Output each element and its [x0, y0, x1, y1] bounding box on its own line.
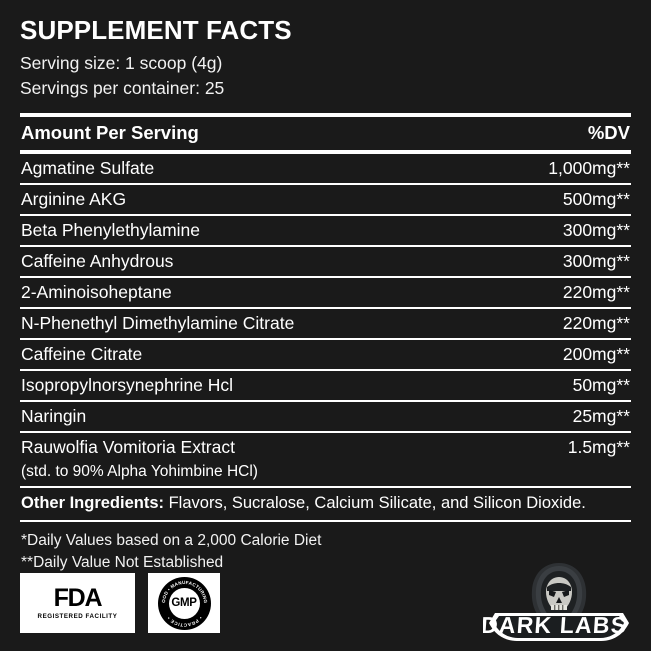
row-divider [20, 368, 631, 371]
serving-size-text: Serving size: 1 scoop (4g) [20, 53, 223, 74]
amount-per-serving-header: Amount Per Serving [21, 121, 199, 143]
table-row: Caffeine Citrate 200mg** [20, 340, 631, 369]
table-row: Arginine AKG 500mg** [20, 185, 631, 214]
table-row: Isopropylnorsynephrine Hcl 50mg** [20, 371, 631, 400]
other-ingredients-row: Other Ingredients: Flavors, Sucralose, C… [20, 488, 631, 520]
ingredient-name: 2-Aminoisoheptane [21, 281, 172, 302]
ingredient-amount: 50mg** [572, 374, 630, 395]
gmp-label: GMP [171, 597, 197, 609]
other-ingredients-top-rule [20, 485, 631, 488]
row-divider [20, 306, 631, 309]
ingredient-amount: 1,000mg** [548, 157, 630, 178]
fda-badge-subtitle: REGISTERED FACILITY [37, 613, 118, 620]
gmp-badge: GOOD • MANUFACTURING • • PRACTICE • GMP [148, 573, 220, 633]
servings-per-container-text: Servings per container: 25 [20, 77, 225, 98]
table-row: Naringin 25mg** [20, 402, 631, 431]
table-row: 2-Aminoisoheptane 220mg** [20, 278, 631, 307]
ingredient-name: Isopropylnorsynephrine Hcl [21, 374, 234, 395]
table-header-row: Amount Per Serving %DV [20, 117, 631, 150]
ingredient-name: N-Phenethyl Dimethylamine Citrate [21, 312, 295, 333]
ingredient-name: Beta Phenylethylamine [21, 219, 200, 240]
row-divider [20, 430, 631, 433]
ingredient-amount: 25mg** [572, 405, 630, 426]
row-divider [20, 275, 631, 278]
dv-header: %DV [587, 121, 630, 143]
ingredient-amount: 200mg** [562, 343, 630, 364]
footnotes-block: *Daily Values based on a 2,000 Calorie D… [20, 522, 631, 575]
page-title: SUPPLEMENT FACTS [20, 15, 292, 45]
ingredient-amount: 220mg** [562, 312, 630, 333]
row-divider [20, 213, 631, 216]
ingredient-amount: 220mg** [562, 281, 630, 302]
ingredient-name: Rauwolfia Vomitoria Extract [21, 436, 235, 457]
row-divider [20, 337, 631, 340]
other-ingredients-value: Flavors, Sucralose, Calcium Silicate, an… [164, 493, 586, 512]
brand-logo: DARK LABS [483, 557, 635, 645]
ingredient-name: Caffeine Anhydrous [21, 250, 174, 271]
ingredient-name: Arginine AKG [21, 188, 127, 209]
gmp-seal-icon: GOOD • MANUFACTURING • • PRACTICE • GMP [157, 576, 211, 630]
other-ingredients-bottom-rule [20, 519, 631, 522]
table-row: Agmatine Sulfate 1,000mg** [20, 154, 631, 183]
table-header-bottom-rule [20, 149, 631, 154]
fda-logo-icon: FDA [53, 584, 103, 612]
ingredient-amount: 1.5mg** [567, 436, 630, 457]
table-row: Caffeine Anhydrous 300mg** [20, 247, 631, 276]
brand-wordmark: DARK LABS [483, 612, 628, 638]
other-ingredients-label: Other Ingredients: [21, 493, 165, 512]
certification-badges: FDA REGISTERED FACILITY GOOD • MANUFACTU… [20, 573, 220, 633]
ingredient-amount: 500mg** [562, 188, 630, 209]
ingredient-standardization-note: (std. to 90% Alpha Yohimbine HCl) [21, 462, 258, 480]
footnote-dv-not-established: **Daily Value Not Established [21, 554, 224, 572]
ingredient-name: Agmatine Sulfate [21, 157, 155, 178]
row-divider [20, 182, 631, 185]
row-divider [20, 244, 631, 247]
row-divider [20, 399, 631, 402]
table-row: N-Phenethyl Dimethylamine Citrate 220mg*… [20, 309, 631, 338]
table-row: Beta Phenylethylamine 300mg** [20, 216, 631, 245]
table-row: Rauwolfia Vomitoria Extract 1.5mg** [20, 433, 631, 462]
ingredient-amount: 300mg** [562, 250, 630, 271]
ingredient-name: Naringin [21, 405, 87, 426]
table-top-rule [20, 112, 631, 117]
ingredient-name: Caffeine Citrate [21, 343, 143, 364]
gmp-inner-disc: GMP [168, 587, 200, 619]
ingredient-amount: 300mg** [562, 219, 630, 240]
fda-registered-facility-badge: FDA REGISTERED FACILITY [20, 573, 135, 633]
footnote-daily-values: *Daily Values based on a 2,000 Calorie D… [21, 531, 322, 549]
